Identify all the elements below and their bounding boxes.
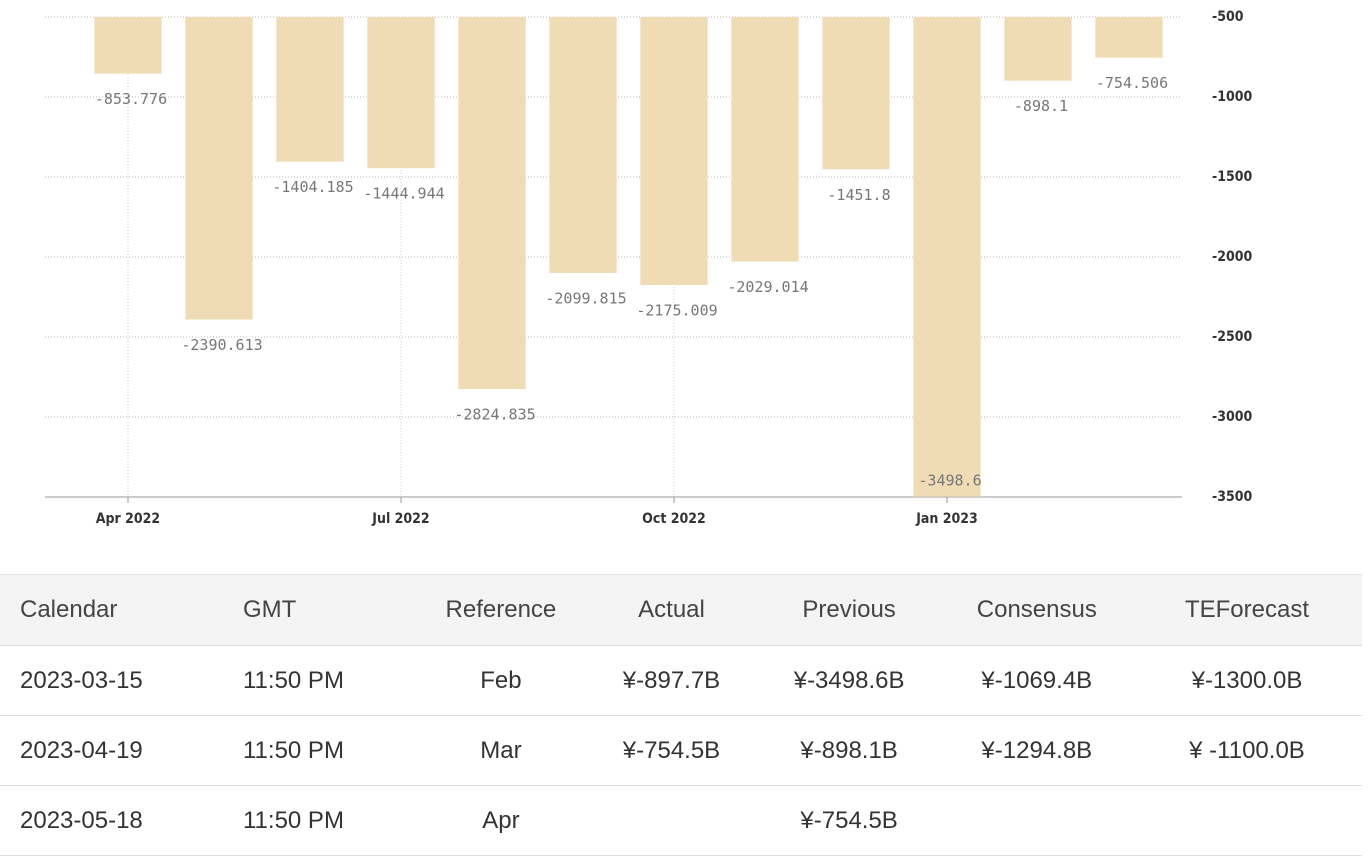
header-cell: Reference	[415, 574, 587, 646]
table-cell	[1131, 785, 1362, 856]
table-row: 2023-03-15 11:50 PM Feb ¥-897.7B ¥-3498.6B ¥-…	[0, 645, 1362, 716]
table-cell	[941, 785, 1132, 856]
x-tick-label: Oct 2022	[642, 511, 706, 527]
bar	[731, 17, 799, 262]
x-tick-label: Jul 2022	[371, 511, 429, 527]
y-tick-label: -2500	[1212, 329, 1253, 345]
value-label: -2175.009	[636, 302, 717, 320]
table-cell: ¥-897.7B	[586, 645, 757, 716]
table-cell: 2023-05-18	[0, 785, 223, 856]
value-label: -3498.6	[918, 472, 981, 490]
value-label: -2029.014	[727, 278, 808, 296]
bar	[1095, 17, 1163, 58]
table-cell: ¥-3498.6B	[756, 645, 942, 716]
bar	[549, 17, 617, 273]
bar	[367, 17, 435, 169]
table-cell: 11:50 PM	[222, 645, 416, 716]
header-cell: Consensus	[941, 574, 1132, 646]
table-row: 2023-05-18 11:50 PM Apr ¥-754.5B	[0, 785, 1362, 856]
table-cell: 2023-03-15	[0, 645, 223, 716]
value-label: -2390.613	[181, 336, 262, 354]
table-cell: 11:50 PM	[222, 785, 416, 856]
table-cell: Feb	[415, 645, 587, 716]
bar	[1004, 17, 1072, 81]
table-cell: ¥-1069.4B	[941, 645, 1132, 716]
table-cell: ¥-1294.8B	[941, 715, 1132, 786]
table-cell: ¥ -1100.0B	[1131, 715, 1362, 786]
y-tick-label: -3500	[1212, 489, 1253, 505]
y-tick-label: -1000	[1212, 89, 1253, 105]
header-row: Calendar GMT Reference Actual Previous Consen…	[0, 574, 1362, 646]
value-label: -1451.8	[827, 186, 890, 204]
table-cell: 2023-04-19	[0, 715, 223, 786]
header-cell: TEForecast	[1131, 574, 1362, 646]
table-cell	[586, 785, 757, 856]
table-cell: Apr	[415, 785, 587, 856]
value-label: -1404.185	[272, 178, 353, 196]
bar	[94, 17, 162, 74]
header-cell: Previous	[756, 574, 942, 646]
bar	[822, 17, 890, 170]
bar	[185, 17, 253, 320]
bar	[276, 17, 344, 162]
y-tick-label: -2000	[1212, 249, 1253, 265]
table-cell: ¥-754.5B	[586, 715, 757, 786]
table-cell: Mar	[415, 715, 587, 786]
value-label: -2099.815	[545, 289, 626, 307]
table-cell: ¥-1300.0B	[1131, 645, 1362, 716]
calendar-table: Calendar GMT Reference Actual Previous Consen…	[0, 574, 1362, 856]
value-label: -898.1	[1014, 97, 1068, 115]
x-tick-label: Apr 2022	[96, 511, 160, 527]
header-cell: GMT	[222, 574, 416, 646]
bar	[913, 17, 981, 497]
y-tick-label: -500	[1212, 9, 1244, 25]
table-row: 2023-04-19 11:50 PM Mar ¥-754.5B ¥-898.1B ¥-1…	[0, 715, 1362, 786]
chart: -3500 -3000 -2500 -2000 -1500 -1000 -500 Apr 20…	[45, 9, 1253, 527]
y-tick-label: -1500	[1212, 169, 1253, 185]
value-label: -1444.944	[363, 185, 444, 203]
header-cell: Actual	[586, 574, 757, 646]
x-tick-label: Jan 2023	[915, 511, 978, 527]
header-cell: Calendar	[0, 574, 223, 646]
table-cell: ¥-898.1B	[756, 715, 942, 786]
table-cell: ¥-754.5B	[756, 785, 942, 856]
value-label: -2824.835	[454, 405, 535, 423]
bar	[640, 17, 708, 286]
value-label: -853.776	[95, 90, 167, 108]
value-label: -754.506	[1096, 74, 1168, 92]
bar	[458, 17, 526, 389]
table-cell: 11:50 PM	[222, 715, 416, 786]
y-tick-label: -3000	[1212, 409, 1253, 425]
